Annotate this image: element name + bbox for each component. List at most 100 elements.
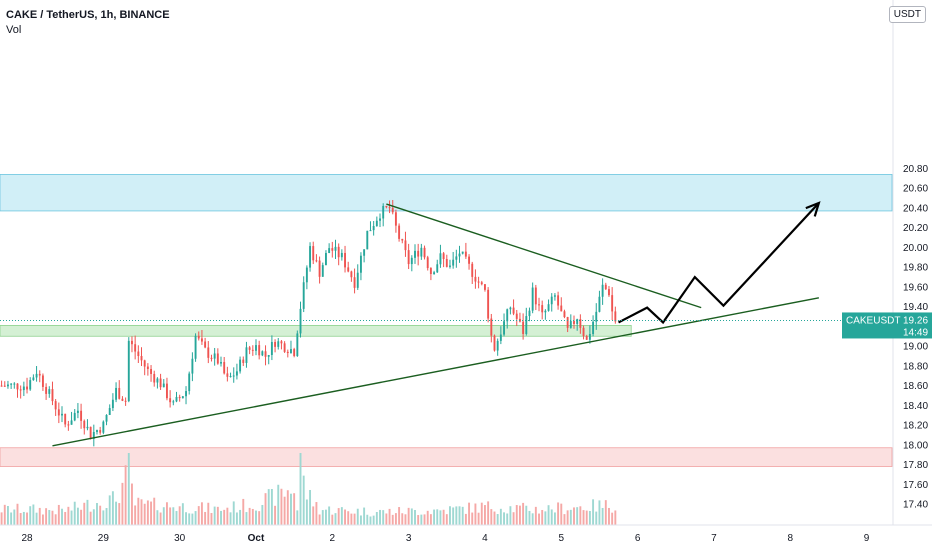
candle-body xyxy=(140,356,143,361)
candle-body xyxy=(410,257,413,265)
candle-body xyxy=(264,351,267,357)
y-tick-label: 19.80 xyxy=(903,263,928,274)
candle-body xyxy=(105,414,108,422)
candle-body xyxy=(550,296,553,305)
candle-body xyxy=(496,340,499,351)
volume-bar xyxy=(496,514,499,525)
volume-bar xyxy=(70,510,73,525)
candle-body xyxy=(73,412,76,421)
y-tick-label: 18.80 xyxy=(903,361,928,372)
symbol-title[interactable]: CAKE / TetherUS, 1h, BINANCE xyxy=(6,9,170,21)
volume-bar xyxy=(328,506,331,525)
volume-bar xyxy=(417,515,420,525)
candle-body xyxy=(131,340,133,345)
currency-badge[interactable]: USDT xyxy=(888,6,926,23)
volume-bar xyxy=(76,507,79,525)
volume-bar xyxy=(585,510,588,525)
candle-body xyxy=(515,313,518,319)
price-tag-value: 19.26 xyxy=(903,315,928,326)
price-tag xyxy=(842,312,932,339)
price-tag-ticker: CAKEUSDT xyxy=(846,315,900,326)
volume-bar xyxy=(391,514,394,525)
volume-bar xyxy=(312,506,315,525)
candle-body xyxy=(379,218,381,221)
volume-bar xyxy=(13,509,16,525)
candle-body xyxy=(226,373,229,377)
candle-body xyxy=(19,389,22,391)
volume-bar xyxy=(283,496,286,525)
volume-bar xyxy=(229,512,232,525)
volume-bar xyxy=(579,506,582,525)
candle-body xyxy=(458,253,461,257)
volume-bar xyxy=(394,513,397,525)
candle-body xyxy=(223,362,226,374)
candle-body xyxy=(340,252,343,258)
y-tick-label: 19.60 xyxy=(903,282,928,293)
candle-body xyxy=(293,349,296,357)
volume-bar xyxy=(573,507,575,525)
candle-body xyxy=(26,386,28,390)
candle-body xyxy=(178,396,181,399)
volume-bar xyxy=(86,499,89,525)
volume-bar xyxy=(102,510,105,525)
candle-body xyxy=(350,271,353,278)
candle-body xyxy=(286,351,289,354)
volume-bar xyxy=(194,511,197,525)
candle-body xyxy=(534,287,537,305)
support-zone xyxy=(0,324,632,337)
volume-bar xyxy=(449,506,451,525)
candle-body xyxy=(414,250,416,258)
volume-bar xyxy=(458,506,461,525)
candle-body xyxy=(464,251,467,257)
candle-body xyxy=(22,386,25,391)
volume-bar xyxy=(379,509,381,525)
candle-body xyxy=(471,263,474,277)
candle-body xyxy=(528,310,531,317)
candle-body xyxy=(382,205,385,219)
volume-bar xyxy=(32,504,35,525)
y-tick-label: 18.60 xyxy=(903,381,928,392)
volume-bar xyxy=(506,513,509,525)
candle-body xyxy=(3,385,6,387)
y-tick-label: 17.40 xyxy=(903,500,928,511)
y-tick-label: 20.40 xyxy=(903,203,928,214)
volume-bar xyxy=(146,500,149,525)
volume-indicator-label[interactable]: Vol xyxy=(6,24,22,36)
volume-bar xyxy=(477,512,480,525)
volume-series xyxy=(0,453,617,525)
candle-body xyxy=(569,321,572,328)
volume-bar xyxy=(185,512,187,525)
candle-body xyxy=(455,256,458,260)
volume-bar xyxy=(277,484,280,525)
volume-bar xyxy=(490,509,493,525)
candle-body xyxy=(566,317,569,328)
volume-bar xyxy=(83,502,86,525)
volume-bar xyxy=(159,512,162,525)
candle-body xyxy=(538,304,540,306)
candle-body xyxy=(258,345,261,356)
volume-bar xyxy=(595,511,598,525)
candle-body xyxy=(245,347,248,363)
volume-bar xyxy=(544,511,547,525)
volume-bar xyxy=(372,515,375,525)
candle-body xyxy=(121,398,124,401)
volume-bar xyxy=(3,504,6,525)
price-tag-countdown: 14:49 xyxy=(903,327,928,338)
candle-body xyxy=(522,321,525,334)
volume-bar xyxy=(41,514,44,525)
candle-body xyxy=(353,277,356,288)
x-tick-label: 7 xyxy=(711,533,717,544)
volume-bar xyxy=(522,502,525,525)
price-axis-bg xyxy=(893,0,932,550)
candle-body xyxy=(61,413,63,416)
x-tick-label: 9 xyxy=(864,533,870,544)
candle-body xyxy=(197,335,200,339)
volume-bar xyxy=(290,493,292,525)
candle-body xyxy=(229,376,232,378)
candle-body xyxy=(468,256,471,264)
volume-bar xyxy=(274,505,277,525)
y-tick-label: 19.00 xyxy=(903,342,928,353)
volume-bar xyxy=(204,511,207,525)
